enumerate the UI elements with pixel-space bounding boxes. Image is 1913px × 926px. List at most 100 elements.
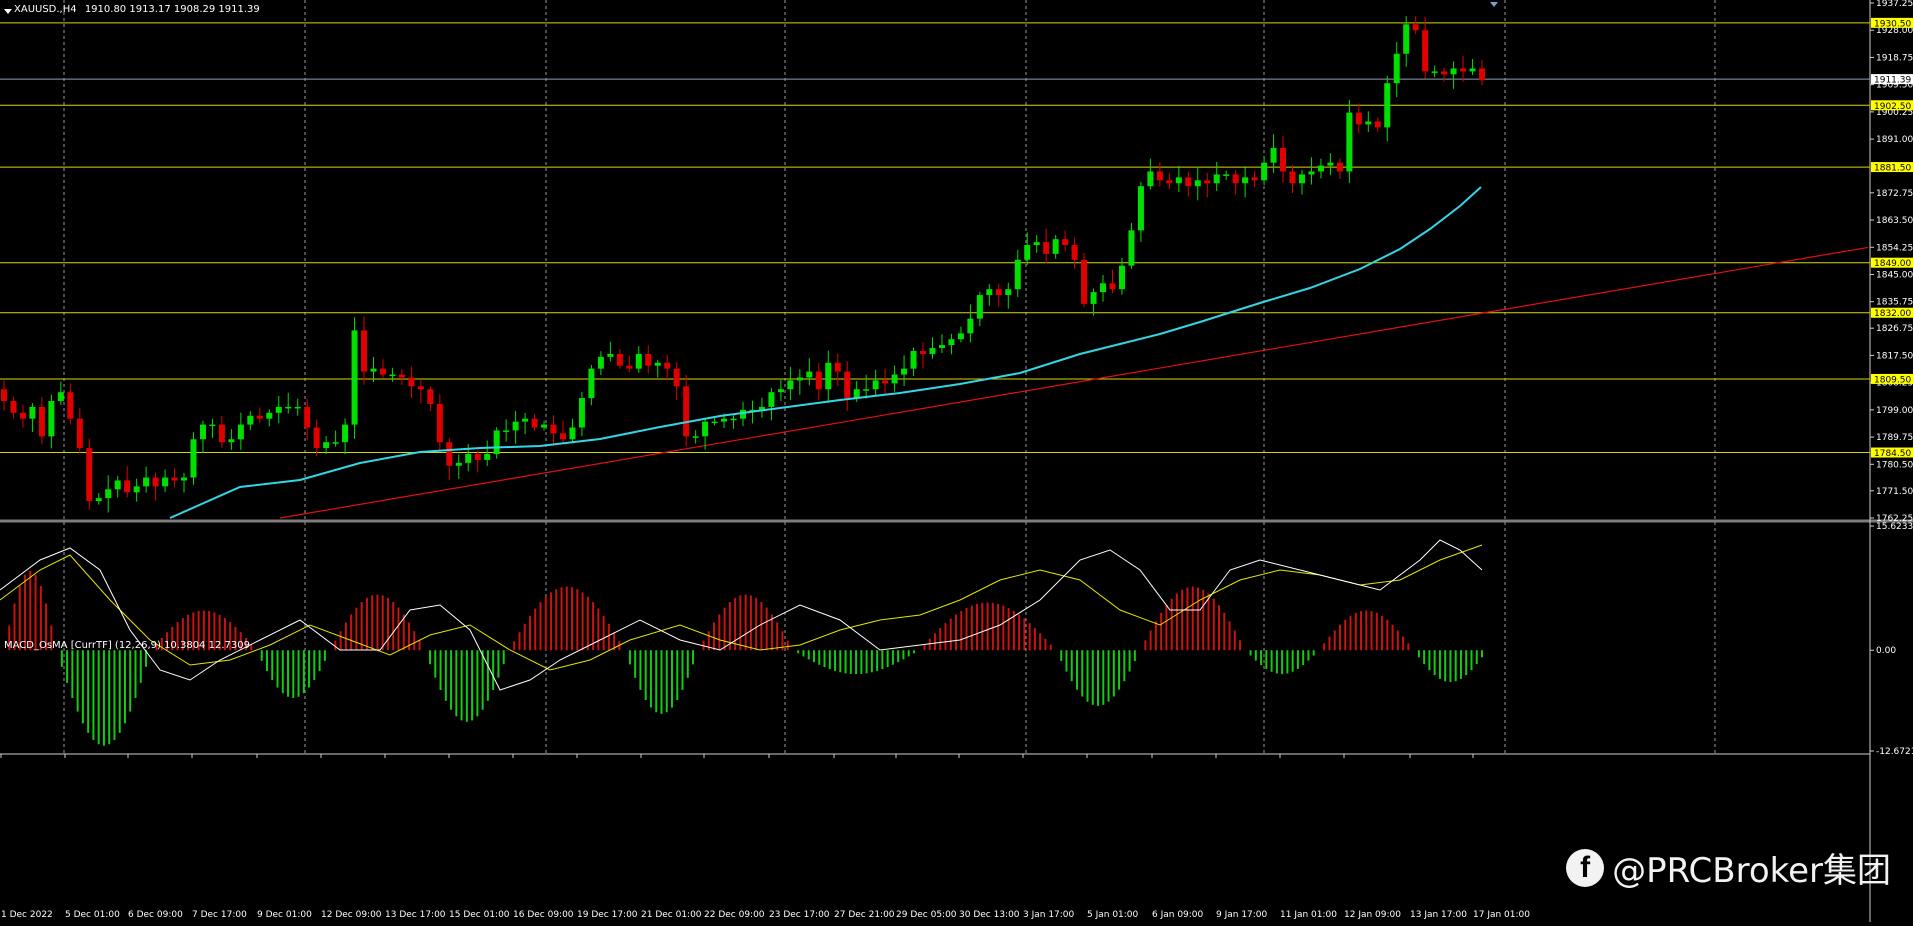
- osma-bar: [628, 650, 631, 665]
- osma-bar: [208, 610, 211, 651]
- time-tick-label: 15 Dec 01:00: [449, 910, 510, 920]
- osma-bar: [597, 608, 600, 651]
- osma-bar: [523, 623, 526, 651]
- price-level-tag: [1871, 162, 1913, 173]
- osma-bar: [1386, 619, 1389, 651]
- osma-bar: [1218, 605, 1221, 651]
- price-tick-label: 1771.50: [1876, 487, 1913, 497]
- candle-body: [626, 365, 633, 369]
- candle-body: [588, 368, 595, 399]
- candle-body: [1062, 239, 1069, 246]
- symbol-menu-icon[interactable]: [4, 9, 12, 14]
- candle-body: [853, 389, 860, 399]
- candle-body: [1479, 68, 1485, 81]
- osma-bar: [1375, 612, 1378, 651]
- osma-bar: [560, 587, 563, 651]
- candle-body: [503, 430, 510, 432]
- osma-bar: [1349, 615, 1352, 651]
- osma-bar: [1018, 614, 1021, 651]
- candle-body: [1128, 230, 1135, 266]
- osma-bar: [1449, 650, 1452, 683]
- osma-bar: [439, 650, 442, 690]
- price-level-tag: [1871, 373, 1913, 384]
- osma-bar: [728, 602, 731, 651]
- candle-body: [1175, 177, 1182, 184]
- candle-body: [266, 412, 273, 419]
- osma-bar: [1465, 650, 1468, 676]
- candle-body: [313, 427, 320, 449]
- osma-bar: [576, 589, 579, 651]
- osma-bar: [376, 594, 379, 651]
- osma-bar: [1302, 650, 1305, 666]
- candle-body: [1327, 162, 1334, 166]
- osma-bar: [176, 622, 179, 651]
- osma-bar: [87, 650, 90, 733]
- osma-bar: [965, 607, 968, 651]
- osma-bar: [34, 574, 37, 651]
- osma-bar: [976, 603, 979, 651]
- candle-body: [76, 418, 83, 449]
- osma-bar: [1175, 593, 1178, 651]
- osc-tick-label: -12.6721: [1876, 747, 1913, 757]
- price-level-tag: [1871, 307, 1913, 318]
- candle-body: [285, 406, 292, 409]
- candle-body: [522, 418, 529, 422]
- macd-main-line: [0, 539, 1483, 691]
- candle-body: [1071, 245, 1078, 260]
- candle-body: [1431, 71, 1438, 73]
- osma-bar: [655, 650, 658, 713]
- osma-bar: [1417, 650, 1420, 658]
- osma-bar: [1338, 624, 1341, 651]
- moving-average-line: [169, 186, 1482, 519]
- osma-bar: [528, 615, 531, 651]
- osma-bar: [1249, 650, 1252, 656]
- osma-bar: [607, 623, 610, 651]
- osma-bar: [292, 650, 295, 698]
- candle-body: [882, 380, 889, 384]
- osma-bar: [1165, 605, 1168, 651]
- time-tick-label: 5 Dec 01:00: [65, 910, 120, 920]
- osma-bar: [1286, 650, 1289, 674]
- osma-bar: [113, 650, 116, 740]
- candle-body: [38, 406, 45, 437]
- candle-body: [673, 368, 680, 387]
- candle-body: [597, 356, 604, 369]
- time-tick-label: 3 Jan 17:00: [1023, 910, 1075, 920]
- osma-bar: [418, 640, 421, 651]
- osma-bar: [1265, 650, 1268, 669]
- osma-bar: [155, 644, 158, 651]
- candle-body: [749, 409, 756, 412]
- candle-body: [398, 374, 405, 378]
- candle-body: [578, 398, 585, 428]
- time-tick-label: 22 Dec 09:00: [704, 910, 765, 920]
- osma-bar: [1070, 650, 1073, 682]
- osma-bar: [818, 650, 821, 665]
- candle-body: [995, 289, 1002, 296]
- osma-bar: [260, 650, 263, 661]
- candle-body: [664, 362, 671, 369]
- osma-bar: [1270, 650, 1273, 672]
- osma-bar: [1407, 643, 1410, 651]
- osma-bar: [465, 650, 468, 722]
- osma-bar: [897, 650, 900, 663]
- osma-bar: [770, 614, 773, 651]
- price-tick-label: 1789.75: [1876, 433, 1913, 443]
- time-tick-label: 21 Dec 01:00: [641, 910, 702, 920]
- time-tick-label: 9 Dec 01:00: [257, 910, 312, 920]
- candle-body: [891, 374, 898, 384]
- candle-body: [1118, 265, 1125, 290]
- price-tick-label: 1845.00: [1876, 270, 1913, 280]
- price-level-tag: [1871, 17, 1913, 28]
- shift-marker-icon: [1490, 2, 1498, 7]
- candle-body: [474, 453, 481, 460]
- candle-body: [730, 418, 737, 421]
- candle-body: [1317, 165, 1324, 172]
- time-tick-label: 17 Jan 01:00: [1473, 910, 1530, 920]
- candle-body: [1422, 30, 1429, 72]
- candle-body: [1223, 174, 1230, 176]
- candle-body: [1204, 180, 1211, 184]
- candle-body: [806, 371, 813, 378]
- candle-body: [1270, 147, 1277, 163]
- osma-bar: [1186, 587, 1189, 651]
